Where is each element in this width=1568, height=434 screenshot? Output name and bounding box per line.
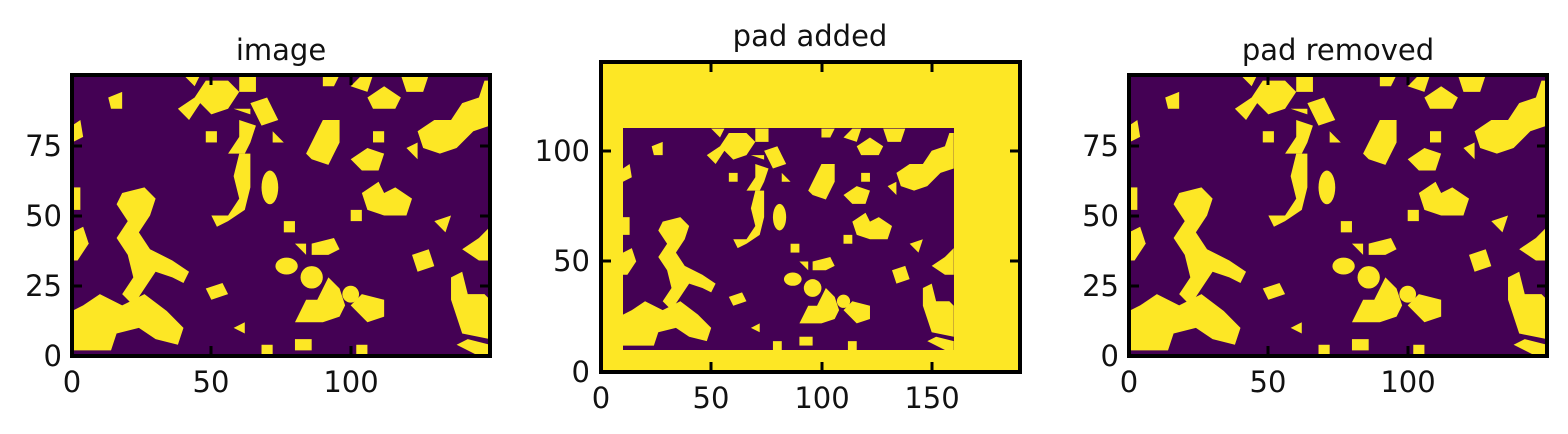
x-tick-label: 150 [904,381,959,415]
y-tick: 75 [1082,129,1547,163]
y-tick-label: 25 [1082,269,1119,303]
y-tick-label: 50 [553,244,590,278]
y-tick-label: 75 [1082,129,1119,163]
x-tick: 150 [904,62,960,415]
y-tick: 0 [44,339,82,373]
x-tick: 50 [693,62,730,415]
y-tick-label: 50 [1082,199,1119,233]
x-tick: 0 [63,75,81,399]
x-tick-label: 50 [193,365,230,399]
x-tick: 100 [1380,75,1436,399]
y-tick: 50 [553,244,1020,278]
y-tick-label: 0 [1101,339,1119,373]
x-axis: 0 50 100 [1120,75,1436,399]
y-tick: 50 [1082,199,1547,233]
x-axis: 0 50 100 [63,75,379,399]
chart-title: image [236,33,326,67]
x-tick-label: 0 [1120,365,1138,399]
y-tick: 25 [25,269,490,303]
x-tick-label: 100 [1380,365,1435,399]
panel-pad-removed: pad removed 0 50 100 0 25 50 75 [1082,33,1549,399]
axes-frame [599,60,1022,374]
y-tick: 50 [25,199,490,233]
y-axis: 0 50 100 [535,134,1020,389]
y-tick-label: 25 [25,269,62,303]
x-tick: 100 [323,75,379,399]
y-tick: 100 [535,134,1020,168]
y-tick-label: 75 [25,129,62,163]
y-tick: 0 [572,355,611,389]
y-tick-label: 100 [535,134,590,168]
y-tick: 0 [1101,339,1139,373]
x-tick-label: 0 [63,365,81,399]
panel-pad-added: pad added 0 50 100 150 0 50 100 [535,19,1022,415]
y-tick-label: 50 [25,199,62,233]
x-tick: 100 [794,62,850,415]
y-tick: 25 [1082,269,1547,303]
x-tick-label: 50 [1250,365,1287,399]
x-tick-label: 50 [693,381,730,415]
x-tick-label: 0 [592,381,610,415]
panel-image: image 0 50 100 0 25 50 75 [25,33,492,399]
x-tick: 0 [1120,346,1138,399]
y-tick-label: 0 [572,355,590,389]
y-tick-label: 0 [44,339,62,373]
chart-title: pad removed [1242,33,1434,67]
x-tick-label: 100 [794,381,849,415]
x-tick: 50 [193,75,230,399]
y-axis: 0 25 50 75 [1082,129,1547,373]
y-axis: 0 25 50 75 [25,129,490,373]
x-tick-label: 100 [323,365,378,399]
chart-title: pad added [733,19,888,53]
y-tick: 75 [25,129,490,163]
x-axis: 0 50 100 150 [592,62,960,415]
x-tick: 0 [592,362,610,415]
x-tick: 50 [1250,75,1287,399]
